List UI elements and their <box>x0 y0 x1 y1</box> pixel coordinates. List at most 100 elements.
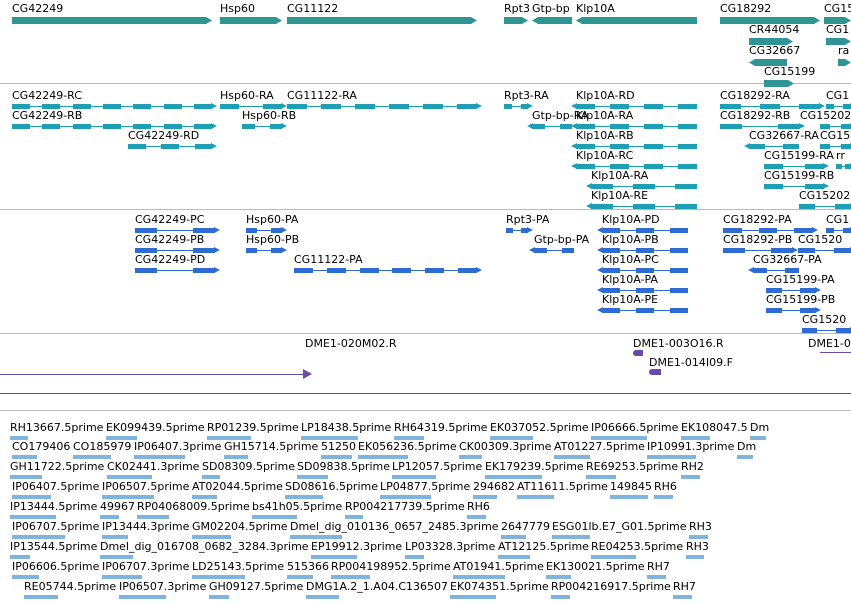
est-glyph[interactable] <box>551 595 570 599</box>
transcripts-intron-line[interactable] <box>799 206 851 207</box>
bac-feature-line[interactable] <box>0 374 310 375</box>
est-feature-label[interactable]: RH3 <box>686 540 709 553</box>
genes-feature-label[interactable]: CG11122 <box>287 2 339 15</box>
est-feature-label[interactable]: LD25143.5prime <box>192 560 285 573</box>
genes-feature-label[interactable]: CR44054 <box>749 23 800 36</box>
est-glyph[interactable] <box>285 495 323 499</box>
est-feature-label[interactable]: DMG1A.2_1.A04.C136507 <box>306 580 448 593</box>
est-feature-label[interactable]: EK108047.5 <box>681 421 748 434</box>
proteins-feature-label[interactable]: CG42249-PB <box>135 233 205 246</box>
est-feature-label[interactable]: GH11722.5prime <box>10 460 105 473</box>
bac-feature-label[interactable]: DME1-0 <box>808 337 851 350</box>
est-feature-label[interactable]: RE69253.5prime <box>586 460 679 473</box>
est-feature-label[interactable]: 2647779 <box>501 520 550 533</box>
est-feature-label[interactable]: Dm <box>737 440 757 453</box>
est-glyph[interactable] <box>546 575 571 579</box>
transcripts-feature-label[interactable]: CG15199-RA <box>764 149 834 162</box>
gene-glyph[interactable] <box>220 17 282 24</box>
transcripts-intron-line[interactable] <box>764 186 824 187</box>
bac-feature-label[interactable]: DME1-003O16.R <box>633 337 724 350</box>
transcripts-intron-line[interactable] <box>532 126 572 127</box>
est-glyph[interactable] <box>100 515 119 519</box>
proteins-intron-line[interactable] <box>766 290 816 291</box>
est-feature-label[interactable]: IP13444.3prime <box>102 520 190 533</box>
transcripts-intron-line[interactable] <box>576 106 697 107</box>
est-feature-label[interactable]: EK074351.5prime <box>450 580 549 593</box>
est-glyph[interactable] <box>306 595 339 599</box>
transcripts-feature-label[interactable]: CG15199-RB <box>764 169 835 182</box>
est-glyph[interactable] <box>345 515 363 519</box>
est-feature-label[interactable]: RP004217739.5prime <box>345 500 465 513</box>
est-glyph[interactable] <box>290 535 342 539</box>
est-feature-label[interactable]: SD09838.5prime <box>297 460 390 473</box>
est-glyph[interactable] <box>681 436 710 440</box>
est-feature-label[interactable]: EK037052.5prime <box>490 421 589 434</box>
est-glyph[interactable] <box>647 455 696 459</box>
est-glyph[interactable] <box>394 436 424 440</box>
est-glyph[interactable] <box>207 436 251 440</box>
transcripts-feature-label[interactable]: CG18292-RA <box>720 89 790 102</box>
proteins-feature-label[interactable]: Klp10A-PE <box>602 293 659 306</box>
proteins-feature-label[interactable]: CG15199-PA <box>766 273 835 286</box>
genes-feature-label[interactable]: Klp10A <box>576 2 615 15</box>
transcripts-intron-line[interactable] <box>287 106 477 107</box>
est-glyph[interactable] <box>287 575 313 579</box>
est-feature-label[interactable]: EK179239.5prime <box>485 460 584 473</box>
est-feature-label[interactable]: SD08616.5prime <box>285 480 378 493</box>
est-glyph[interactable] <box>192 575 245 579</box>
est-feature-label[interactable]: RP004198952.5prime <box>331 560 451 573</box>
gene-glyph[interactable] <box>764 80 794 87</box>
transcripts-intron-line[interactable] <box>749 146 799 147</box>
est-glyph[interactable] <box>586 475 616 479</box>
transcripts-feature-label[interactable]: CG42249-RC <box>12 89 82 102</box>
est-feature-label[interactable]: 294682 <box>473 480 515 493</box>
est-glyph[interactable] <box>750 436 766 440</box>
est-glyph[interactable] <box>380 495 431 499</box>
est-glyph[interactable] <box>102 535 128 539</box>
est-feature-label[interactable]: IP06507.3prime <box>119 580 207 593</box>
est-glyph[interactable] <box>453 575 505 579</box>
est-glyph[interactable] <box>681 475 700 479</box>
est-glyph[interactable] <box>591 436 647 440</box>
proteins-feature-label[interactable]: CG1520 <box>798 233 843 246</box>
est-glyph[interactable] <box>102 575 142 579</box>
est-glyph[interactable] <box>12 455 37 459</box>
est-feature-label[interactable]: CK00309.3prime <box>459 440 552 453</box>
bac-feature-label[interactable]: DME1-020M02.R <box>305 337 397 350</box>
transcripts-feature-label[interactable]: CG18292-RB <box>720 109 791 122</box>
est-glyph[interactable] <box>689 535 708 539</box>
est-feature-label[interactable]: IP06707.5prime <box>12 520 100 533</box>
est-feature-label[interactable]: EK056236.5prime <box>358 440 457 453</box>
est-glyph[interactable] <box>321 455 352 459</box>
est-feature-label[interactable]: EK130021.5prime <box>546 560 645 573</box>
transcripts-feature-label[interactable]: Klp10A-RB <box>576 129 634 142</box>
transcripts-feature-label[interactable]: CG42249-RB <box>12 109 83 122</box>
genes-feature-label[interactable]: Gtp-bp <box>532 2 570 15</box>
transcripts-feature-label[interactable]: Hsp60-RB <box>242 109 297 122</box>
est-glyph[interactable] <box>647 575 666 579</box>
est-glyph[interactable] <box>485 475 542 479</box>
est-glyph[interactable] <box>654 495 673 499</box>
est-glyph[interactable] <box>610 495 648 499</box>
est-feature-label[interactable]: Dmel_dig_016708_0682_3284.3prime <box>100 540 309 553</box>
transcripts-intron-line[interactable] <box>576 146 697 147</box>
est-feature-label[interactable]: RH7 <box>673 580 696 593</box>
gene-glyph[interactable] <box>749 38 793 45</box>
proteins-feature-label[interactable]: CG42249-PD <box>135 253 206 266</box>
est-feature-label[interactable]: LP12057.5prime <box>392 460 483 473</box>
transcripts-feature-label[interactable]: Klp10A-RA <box>591 169 649 182</box>
genes-feature-label[interactable]: CG32667 <box>749 44 801 57</box>
est-feature-label[interactable]: RH6 <box>467 500 490 513</box>
est-glyph[interactable] <box>591 555 636 559</box>
est-glyph[interactable] <box>358 455 408 459</box>
est-feature-label[interactable]: bs41h05.5prime <box>252 500 343 513</box>
proteins-intron-line[interactable] <box>753 270 799 271</box>
proteins-feature-label[interactable]: CG1520 <box>802 313 847 326</box>
est-glyph[interactable] <box>73 455 111 459</box>
est-feature-label[interactable]: CO185979 <box>73 440 132 453</box>
est-feature-label[interactable]: GM02204.5prime <box>192 520 288 533</box>
est-feature-label[interactable]: RP004216917.5prime <box>551 580 671 593</box>
transcripts-intron-line[interactable] <box>242 126 282 127</box>
est-feature-label[interactable]: RH13667.5prime <box>10 421 104 434</box>
est-feature-label[interactable]: IP13444.5prime <box>10 500 98 513</box>
